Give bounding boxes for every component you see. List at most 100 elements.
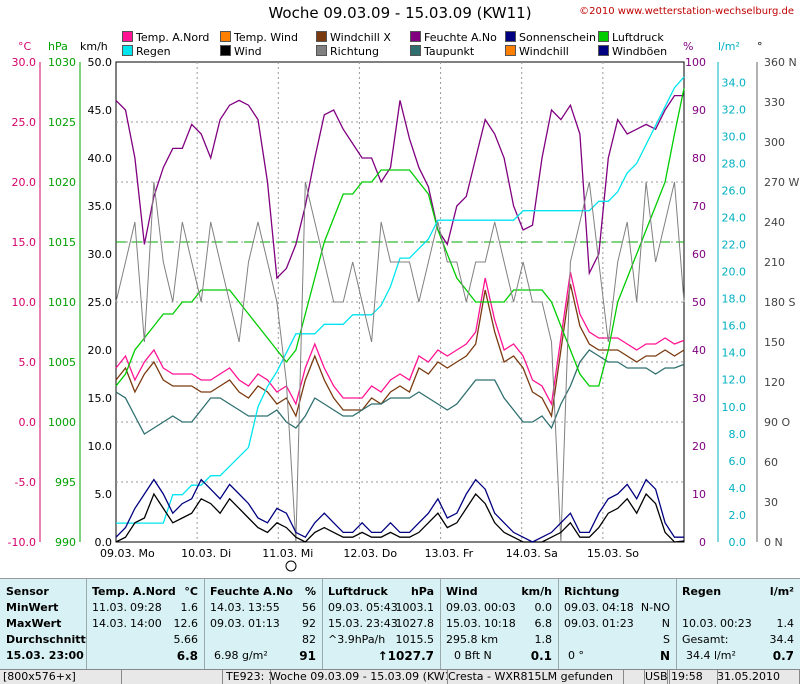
legend-label: Temp. Wind (234, 31, 298, 44)
copyright-link[interactable]: ©2010 www.wetterstation-wechselburg.de (579, 6, 794, 17)
temp-tick-label: 0.0 (19, 416, 37, 429)
legend-label: Windchill X (330, 31, 391, 44)
sensor-column: Sensor MinWert MaxWert Durchschnitt 15.0… (0, 579, 87, 669)
direction-column: Richtung 09.03. 04:18 N-NO 09.03. 01:23 … (558, 579, 677, 669)
col-header: Sensor (6, 585, 49, 598)
temp-column: Temp. A.Nord °C 11.03. 09:28 1.6 14.03. … (86, 579, 205, 669)
time-marker (285, 560, 297, 572)
max-date: 10.03. (682, 617, 717, 630)
dir-tick-label: 150 (764, 336, 785, 349)
current-degree: 0 ° (568, 649, 584, 662)
rain-tick-label: 8.0 (729, 428, 747, 441)
hum-tick-label: 10 (692, 488, 706, 501)
legend-label: Temp. A.Nord (136, 31, 210, 44)
legend-item: Temp. Wind (220, 31, 298, 44)
wind-unit: km/h (80, 40, 108, 53)
rain-tick-label: 26.0 (722, 184, 747, 197)
legend-swatch (410, 45, 421, 56)
max-date: 09.03. (210, 617, 245, 630)
legend-item: Wind (220, 45, 262, 58)
col-header: Feuchte A.No (210, 585, 293, 598)
dir-unit: ° (757, 40, 763, 53)
min-value: 1.6 (180, 601, 199, 614)
status-resolution: [800x576+x] (0, 670, 122, 684)
col-unit: l/m² (769, 585, 794, 598)
x-tick-label: 15.03. So (587, 547, 639, 560)
wind-tick-label: 50.0 (88, 56, 113, 69)
hum-tick-label: 90 (692, 104, 706, 117)
x-tick-label: 13.03. Fr (425, 547, 474, 560)
rain-tick-label: 2.0 (729, 509, 747, 522)
rain-tick-label: 0.0 (729, 536, 747, 549)
temp-tick-label: 15.0 (12, 236, 37, 249)
min-time: 09:28 (130, 601, 162, 614)
press-tick-label: 1025 (48, 116, 76, 129)
pressure-column: Luftdruck hPa 09.03. 05:43 1003.1 15.03.… (322, 579, 441, 669)
current-value: 0.7 (772, 649, 794, 663)
temp-tick-label: 30.0 (12, 56, 37, 69)
col-header: Luftdruck (328, 585, 388, 598)
press-tick-label: 1005 (48, 356, 76, 369)
press-tick-label: 1015 (48, 236, 76, 249)
wind-tick-label: 20.0 (88, 344, 113, 357)
total-amount: 34.4 l/m² (686, 649, 736, 662)
press-tick-label: 1030 (48, 56, 76, 69)
legend-swatch (316, 45, 327, 56)
legend-label: Richtung (330, 45, 379, 58)
legend-item: Luftdruck (598, 31, 664, 44)
legend-item: Richtung (316, 45, 379, 58)
legend-swatch (505, 31, 516, 42)
rain-tick-label: 10.0 (722, 401, 747, 414)
legend-swatch (220, 45, 231, 56)
legend-label: Sonnenschein (519, 31, 596, 44)
legend-item: Windböen (598, 45, 667, 58)
avg-value: 1015.5 (395, 633, 435, 646)
rain-tick-label: 30.0 (722, 130, 747, 143)
col-unit: km/h (521, 585, 552, 598)
legend-swatch (505, 45, 516, 56)
rain-tick-label: 4.0 (729, 482, 747, 495)
hum-tick-label: 100 (685, 56, 706, 69)
dir-tick-label: 210 (764, 256, 785, 269)
x-tick-label: 11.03. Mi (262, 547, 313, 560)
wind-tick-label: 35.0 (88, 200, 113, 213)
hum-tick-label: 60 (692, 248, 706, 261)
hum-tick-label: 20 (692, 440, 706, 453)
hum-tick-label: 0 (699, 536, 706, 549)
legend-item: Feuchte A.No (410, 31, 497, 44)
wind-tick-label: 0.0 (95, 536, 113, 549)
wind-tick-label: 15.0 (88, 392, 113, 405)
legend-item: Windchill X (316, 31, 391, 44)
rain-column: Regen l/m² 10.03. 00:23 1.4 Gesamt: 34.4… (676, 579, 800, 669)
series-line-temp-a-nord (115, 271, 685, 407)
series-line-feuchte-a-no (115, 94, 684, 280)
status-date: 31.05.2010 (714, 670, 800, 684)
max-time: 23:43 (366, 617, 398, 630)
min-date: 09.03. (564, 601, 599, 614)
series-line-windchill-x (115, 283, 685, 419)
current-value: 6.8 (176, 649, 198, 663)
max-value: N (661, 617, 670, 630)
min-date: 11.03. (92, 601, 127, 614)
x-tick-label: 12.03. Do (343, 547, 397, 560)
pressure-trend: ^3.9hPa/h (328, 633, 386, 646)
x-tick-label: 09.03. Mo (100, 547, 155, 560)
max-date: 14.03. (92, 617, 127, 630)
col-header: Richtung (564, 585, 620, 598)
status-time: 19:58 (667, 670, 718, 684)
dir-tick-label: 360 N (764, 56, 797, 69)
legend-label: Feuchte A.No (424, 31, 497, 44)
hum-unit: % (683, 40, 694, 53)
dir-tick-label: 180 S (764, 296, 795, 309)
rain-tick-label: 18.0 (722, 293, 747, 306)
legend-swatch (598, 45, 609, 56)
press-tick-label: 1010 (48, 296, 76, 309)
x-tick-label: 14.03. Sa (506, 547, 558, 560)
col-header: Wind (446, 585, 478, 598)
wind-tick-label: 5.0 (95, 488, 113, 501)
max-time: 10:18 (484, 617, 516, 630)
legend-item: Windchill (505, 45, 569, 58)
stats-panel: Sensor MinWert MaxWert Durchschnitt 15.0… (0, 578, 800, 669)
series-line-wind (115, 492, 685, 543)
col-header: Temp. A.Nord (92, 585, 176, 598)
